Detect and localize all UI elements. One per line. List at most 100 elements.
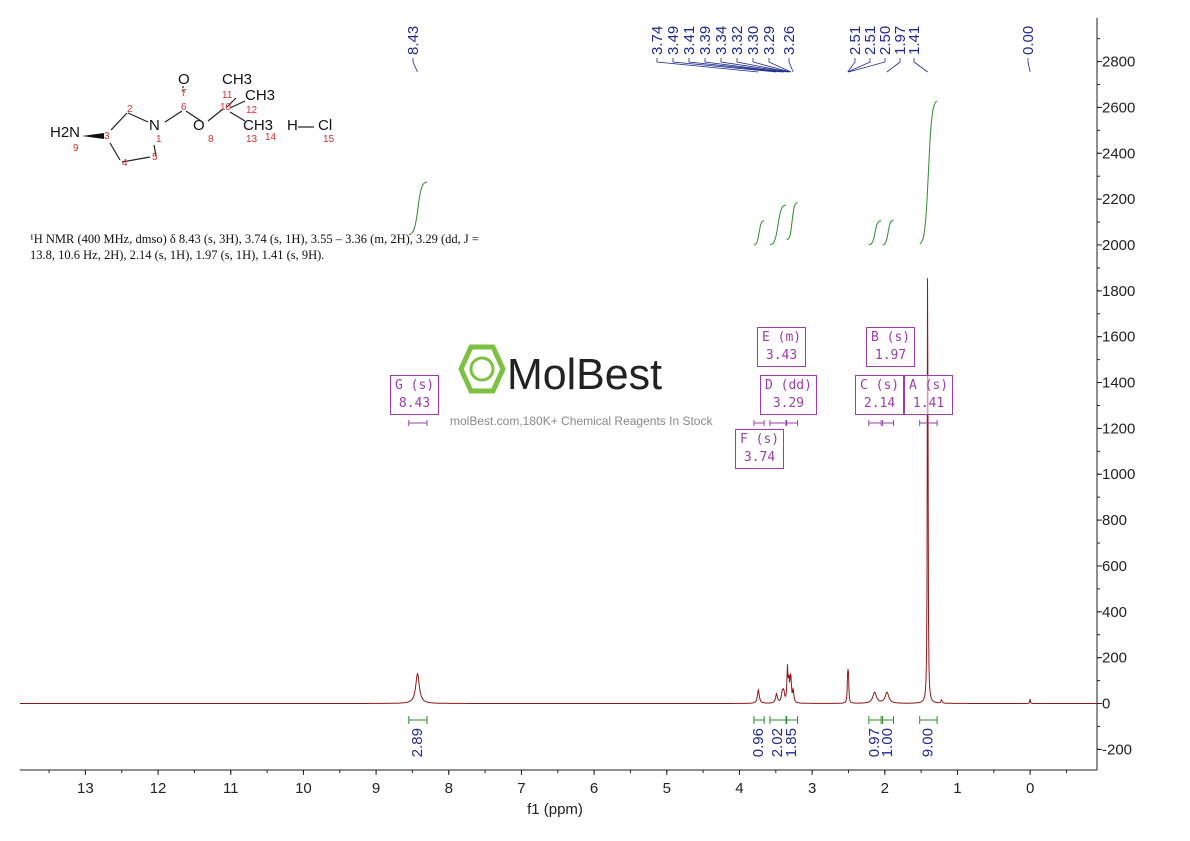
atom-number: 2	[127, 104, 133, 115]
peak-label: 0.00	[1020, 26, 1037, 55]
atom-number: 12	[246, 105, 258, 116]
peak-label: 8.43	[405, 26, 422, 55]
peak-label-leader	[1027, 58, 1031, 73]
multiplet-box: C (s) 2.14	[855, 375, 905, 415]
peak-label-leader	[847, 58, 871, 73]
multiplet-label: A (s)	[909, 378, 949, 393]
x-tick-label: 12	[150, 780, 167, 797]
atom-number: 3	[104, 131, 110, 142]
spectrum-line	[20, 278, 1097, 704]
atom-label: H2N	[50, 124, 80, 141]
multiplet-shift: 3.29	[772, 396, 805, 411]
peak-label-leader	[752, 58, 791, 73]
peak-label: 3.39	[697, 26, 714, 55]
multiplet-label: F (s)	[740, 432, 780, 447]
multiplet-box: F (s) 3.74	[735, 429, 785, 469]
atom-label: CH3	[245, 87, 275, 104]
x-tick-label: 0	[1026, 780, 1034, 797]
multiplet-label: D (dd)	[765, 378, 812, 393]
peak-label: 3.32	[729, 26, 746, 55]
molbest-logo: MolBest	[458, 344, 662, 399]
atom-number: 1	[156, 134, 162, 145]
multiplet-label: C (s)	[860, 378, 900, 393]
atom-label: O	[193, 117, 205, 134]
integral-curve	[882, 219, 894, 246]
axes: 13 12 11 10 9 8 7 6 5 4 3 2 1 0-200020040060080010001…	[20, 18, 1135, 797]
y-tick-label: 800	[1102, 512, 1127, 529]
watermark-tagline: molBest.com,180K+ Chemical Reagents In S…	[450, 414, 713, 428]
x-tick-label: 4	[735, 780, 743, 797]
peak-label: 3.74	[649, 26, 666, 55]
peak-label-leader	[768, 58, 792, 73]
peak-label: 3.26	[781, 26, 798, 55]
y-tick-label: 2800	[1102, 54, 1135, 71]
peak-label-leader	[704, 58, 784, 73]
peak-label: 2.51	[847, 26, 864, 55]
integral-value: 9.00	[919, 728, 936, 757]
multiplet-box: D (dd) 3.29	[760, 375, 817, 415]
multiplet-shift: 8.43	[398, 396, 431, 411]
peak-label: 3.29	[761, 26, 778, 55]
peak-label: 3.49	[665, 26, 682, 55]
x-tick-label: 13	[77, 780, 94, 797]
integral-value: 0.97	[866, 728, 883, 757]
integral-curve	[919, 100, 938, 245]
multiplet-box: G (s) 8.43	[390, 375, 440, 415]
multiplet-label: B (s)	[871, 330, 911, 345]
y-tick-label: 2400	[1102, 145, 1135, 162]
peak-label-leader	[913, 58, 928, 73]
x-tick-label: 6	[590, 780, 598, 797]
atom-number: 11	[222, 90, 233, 101]
logo-text: MolBest	[507, 350, 662, 399]
atom-label: H	[287, 117, 298, 134]
x-tick-label: 3	[808, 780, 816, 797]
y-tick-label: 400	[1102, 604, 1127, 621]
integral-curve	[868, 220, 882, 246]
integral-curve	[408, 181, 428, 236]
peak-label-leader	[847, 58, 856, 73]
peak-label-leader	[656, 58, 759, 73]
integral-curve	[753, 220, 765, 246]
peak-labels: 8.43 3.74 3.49 3.41 3.39 3.34 3.32 3.30 3.29 3.26…	[405, 26, 1037, 426]
atom-label: Cl	[318, 117, 332, 134]
peak-label: 2.51	[862, 26, 879, 55]
peak-label-leader	[886, 58, 901, 73]
y-tick-label: 2600	[1102, 99, 1135, 116]
peak-label-leader	[736, 58, 789, 73]
y-tick-label: -200	[1102, 741, 1132, 758]
y-tick-label: 1200	[1102, 420, 1135, 437]
y-tick-label: 1800	[1102, 283, 1135, 300]
atom-label: CH3	[243, 117, 273, 134]
integral-curve	[786, 202, 798, 241]
atom-number: 6	[181, 102, 187, 113]
x-tick-label: 10	[295, 780, 312, 797]
x-tick-label: 11	[223, 780, 239, 797]
multiplet-shift: 3.43	[765, 348, 798, 363]
peak-label: 1.41	[906, 26, 923, 55]
multiplet-shift: 1.41	[912, 396, 945, 411]
atom-number: 9	[73, 143, 79, 154]
integral-value: 1.00	[879, 728, 896, 757]
integral-value: 1.85	[783, 728, 800, 757]
atom-number: 7	[181, 88, 187, 99]
multiplet-box: B (s) 1.97	[866, 327, 916, 367]
y-tick-label: 2200	[1102, 191, 1135, 208]
peak-label-leader	[672, 58, 777, 73]
x-tick-label: 2	[881, 780, 889, 797]
y-tick-label: 1600	[1102, 329, 1135, 346]
peak-label-leader	[412, 58, 418, 73]
x-axis-label: f1 (ppm)	[527, 801, 583, 818]
atom-number: 8	[208, 134, 214, 145]
integral-value: 2.02	[769, 728, 786, 757]
y-tick-label: 200	[1102, 650, 1127, 667]
atom-number: 5	[152, 152, 158, 163]
description-line: ¹H NMR (400 MHz, dmso) δ 8.43 (s, 3H), 3…	[30, 232, 479, 246]
x-tick-label: 8	[445, 780, 453, 797]
atom-number: 10	[220, 102, 232, 113]
peak-label-leader	[720, 58, 788, 73]
x-tick-label: 7	[517, 780, 525, 797]
integral-curves: 2.89 0.96 2.021.85 0.971.00 9.00	[408, 100, 938, 757]
peak-label: 3.30	[745, 26, 762, 55]
y-tick-label: 1000	[1102, 466, 1135, 483]
